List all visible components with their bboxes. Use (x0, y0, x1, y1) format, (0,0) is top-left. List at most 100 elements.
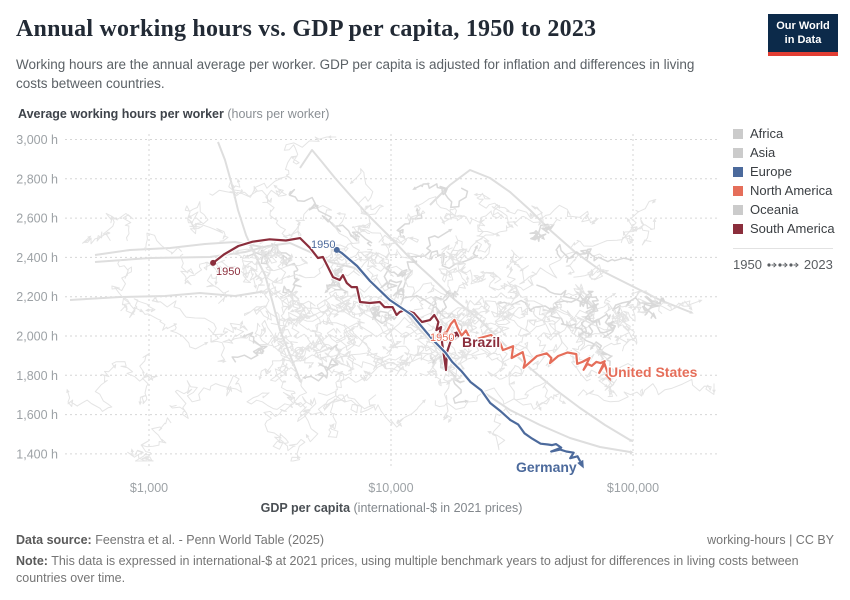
label-united-states[interactable]: United States (607, 363, 700, 382)
background-line-arrow (566, 320, 570, 325)
background-line (612, 295, 666, 320)
series-end-arrow-germany (577, 459, 584, 469)
background-line-arrow (214, 281, 218, 286)
background-line-arrow (87, 235, 92, 240)
background-line-arrow (289, 253, 294, 258)
background-line-arrow (296, 455, 301, 460)
data-source-link[interactable]: Feenstra et al. - Penn World Table (2025… (95, 533, 325, 547)
series-line-brazil[interactable] (212, 237, 457, 372)
background-line-arrow (381, 345, 387, 350)
series-line-germany[interactable] (336, 248, 582, 462)
background-line-arrow (485, 309, 489, 315)
background-line-arrow (253, 284, 257, 290)
background-line-arrow (222, 359, 227, 364)
background-line-arrow (698, 299, 703, 303)
background-line (438, 267, 469, 294)
background-line-arrow (330, 243, 335, 248)
background-line (139, 352, 158, 405)
background-line-arrow (259, 278, 263, 283)
background-line-arrow (627, 305, 633, 309)
background-line-arrow (546, 317, 551, 322)
background-line-arrow (383, 313, 388, 318)
legend-label: North America (750, 183, 833, 198)
background-line (184, 201, 229, 242)
legend-swatch (733, 223, 743, 234)
y-tick-label: 2,800 h (16, 172, 58, 186)
background-line-arrow (415, 207, 420, 212)
background-line-arrow (651, 199, 656, 204)
background-line-arrow (258, 376, 262, 381)
background-line-arrow (372, 313, 377, 318)
highlighted-series (210, 236, 612, 469)
background-line-arrow (412, 186, 417, 190)
background-line (419, 353, 448, 377)
background-line (357, 251, 394, 277)
legend-item-oceania[interactable]: Oceania (733, 202, 843, 217)
background-line-arrow (448, 228, 453, 233)
background-line-arrow (475, 330, 480, 335)
background-line (536, 284, 617, 337)
legend-item-europe[interactable]: Europe (733, 164, 843, 179)
background-line (333, 264, 345, 291)
background-line (111, 259, 141, 311)
license-link[interactable]: working-hours | CC BY (707, 533, 834, 547)
series-start-dot-united-states (442, 331, 449, 338)
chart-labels: 1950 1950 1950 Brazil United States Germany (215, 238, 700, 477)
legend-item-africa[interactable]: Africa (733, 126, 843, 141)
background-line-arrow (421, 399, 426, 404)
background-line-arrow (339, 268, 344, 273)
legend-item-asia[interactable]: Asia (733, 145, 843, 160)
chart-subtitle: Working hours are the annual average per… (16, 57, 695, 91)
footnote: Note: This data is expressed in internat… (16, 553, 836, 588)
background-line-arrow (225, 385, 230, 391)
background-line-arrow (480, 319, 485, 324)
series-line-united-states[interactable] (444, 318, 610, 375)
background-line-arrow (579, 290, 584, 295)
background-line-arrow (443, 322, 448, 327)
background-line (246, 360, 296, 410)
background-line (396, 211, 423, 238)
timeline-start-year: 1950 (733, 257, 762, 272)
background-line-arrow (589, 345, 594, 351)
owid-logo[interactable]: Our World in Data (768, 14, 838, 56)
background-line (595, 345, 618, 398)
background-line (464, 300, 502, 319)
background-line-arrow (289, 308, 295, 313)
background-line-arrow (461, 354, 466, 359)
x-axis-title-bold: GDP per capita (260, 501, 351, 515)
background-line (295, 350, 367, 383)
background-line-arrow (138, 401, 142, 406)
timeline-legend: 1950 2023 (733, 248, 833, 272)
background-line-arrow (487, 431, 492, 435)
background-line (529, 223, 555, 243)
background-line (207, 327, 225, 362)
background-line (604, 305, 630, 324)
background-line (658, 300, 692, 314)
background-line (620, 221, 655, 245)
legend-item-north-america[interactable]: North America (733, 183, 843, 198)
footnote-label: Note: (16, 554, 48, 568)
background-line (323, 360, 378, 438)
background-line-arrow (502, 332, 507, 337)
background-line-arrow (401, 334, 406, 338)
label-germany[interactable]: Germany (515, 458, 579, 477)
background-line-arrow (336, 211, 341, 216)
background-line-arrow (509, 265, 513, 271)
background-line-arrow (589, 268, 594, 273)
background-line-arrow (602, 334, 607, 339)
series-start-dot-germany (333, 246, 340, 253)
background-line (265, 310, 354, 338)
background-line-arrow (145, 308, 150, 312)
background-line (140, 308, 206, 350)
background-line (94, 241, 263, 256)
background-line-arrow (269, 292, 274, 296)
legend-item-south-america[interactable]: South America (733, 221, 843, 236)
owid-logo-line1: Our World (776, 20, 830, 32)
background-line (508, 249, 524, 269)
background-line (299, 149, 631, 441)
label-brazil[interactable]: Brazil (461, 333, 502, 352)
background-line-arrow (187, 214, 192, 219)
background-line-arrow (446, 380, 451, 386)
background-line (573, 264, 609, 281)
background-line (335, 320, 410, 342)
